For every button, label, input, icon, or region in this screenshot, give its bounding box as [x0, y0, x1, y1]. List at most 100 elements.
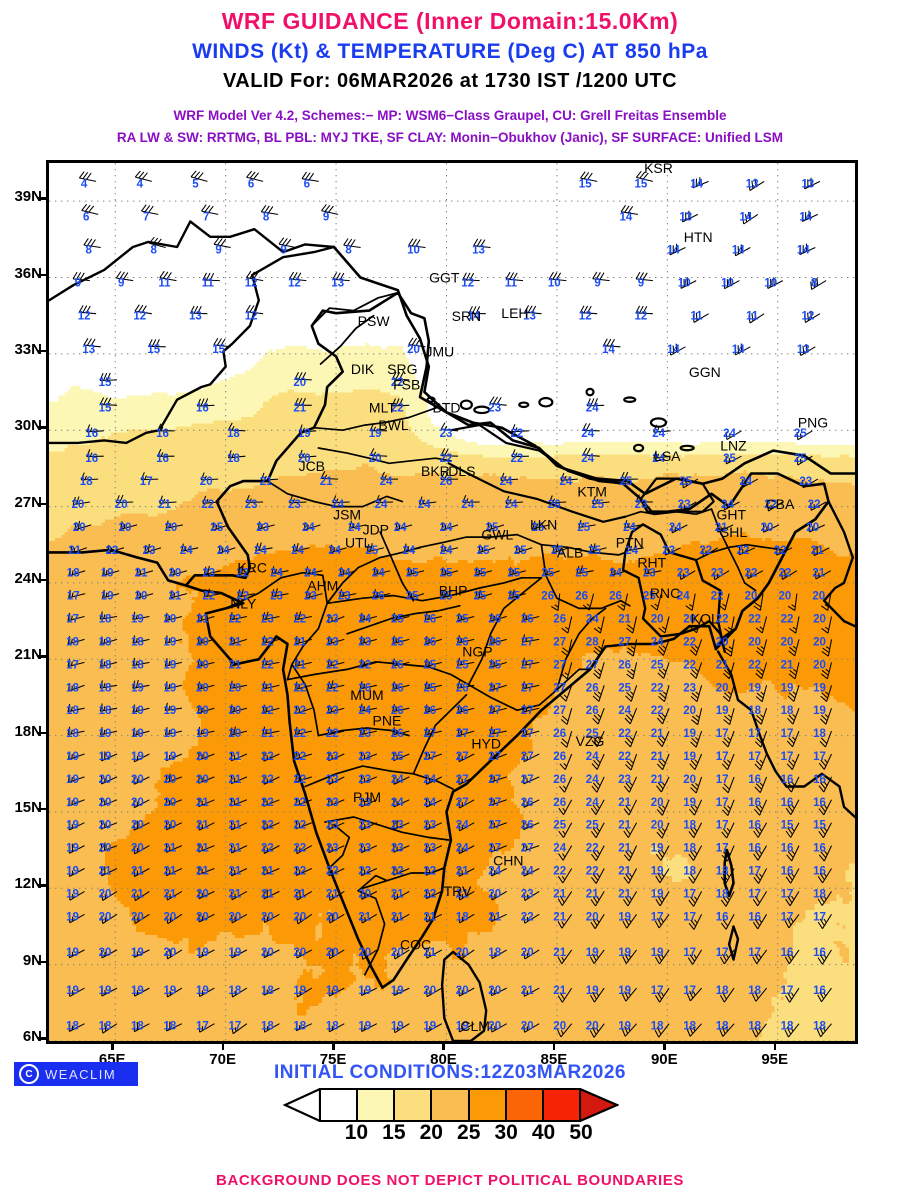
barb-temperature: 21 — [391, 911, 404, 923]
barb-temperature: 24 — [739, 476, 752, 488]
barb-temperature: 18 — [748, 985, 761, 997]
colorbar-tick-label: 10 — [345, 1121, 368, 1145]
barb-temperature: 23 — [326, 636, 339, 648]
barb-temperature: 24 — [723, 428, 736, 440]
barb-temperature: 15 — [99, 402, 112, 414]
barb-temperature: 18 — [164, 1021, 177, 1033]
barb-temperature: 20 — [813, 614, 826, 626]
barb-temperature: 20 — [119, 522, 132, 534]
barb-temperature: 23 — [261, 614, 274, 626]
barb-temperature: 27 — [456, 728, 469, 740]
barb-temperature: 19 — [66, 797, 79, 809]
barb-temperature: 22 — [586, 866, 599, 878]
barb-temperature: 24 — [270, 568, 283, 580]
barb-temperature: 16 — [781, 947, 794, 959]
x-axis-tick-mark — [111, 1041, 114, 1050]
y-axis-tick-label: 27N — [0, 494, 42, 511]
barb-temperature: 11 — [691, 311, 704, 323]
barb-temperature: 12 — [78, 311, 91, 323]
nicobar-islands — [727, 925, 740, 961]
city-label: RNC — [650, 585, 680, 601]
lake-outline — [632, 443, 645, 453]
colorbar-under-arrow — [283, 1088, 321, 1122]
barb-temperature: 26 — [423, 614, 436, 626]
barb-temperature: 22 — [326, 728, 339, 740]
barb-temperature: 22 — [261, 774, 274, 786]
barb-temperature: 26 — [423, 705, 436, 717]
colorbar-tick-label: 40 — [532, 1121, 555, 1145]
barb-temperature: 25 — [456, 659, 469, 671]
barb-temperature: 18 — [813, 1021, 826, 1033]
barb-temperature: 25 — [794, 453, 807, 465]
barb-temperature: 25 — [794, 428, 807, 440]
barb-temperature: 24 — [338, 568, 351, 580]
barb-temperature: 8 — [263, 211, 270, 223]
barb-temperature: 23 — [391, 843, 404, 855]
barb-temperature: 14 — [732, 344, 745, 356]
state-boundary — [467, 576, 543, 686]
barb-temperature: 27 — [423, 751, 436, 763]
lake-outline — [585, 387, 595, 397]
barb-temperature: 23 — [270, 591, 283, 603]
barb-temperature: 27 — [488, 682, 501, 694]
barb-temperature: 22 — [553, 866, 566, 878]
barb-temperature: 18 — [227, 428, 240, 440]
barb-temperature: 25 — [588, 545, 601, 557]
barb-temperature: 24 — [391, 797, 404, 809]
barb-temperature: 9 — [118, 278, 124, 290]
barb-temperature: 17 — [748, 728, 761, 740]
barb-temperature: 25 — [474, 568, 487, 580]
barb-temperature: 21 — [196, 820, 209, 832]
barb-temperature: 20 — [521, 947, 534, 959]
barb-temperature: 22 — [293, 820, 306, 832]
barb-temperature: 13 — [82, 344, 95, 356]
barb-temperature: 19 — [618, 911, 631, 923]
barb-temperature: 21 — [423, 911, 436, 923]
barb-temperature: 18 — [781, 705, 794, 717]
barb-temperature: 21 — [229, 843, 242, 855]
barb-temperature: 8 — [150, 245, 157, 257]
colorbar-tick-label: 25 — [457, 1121, 480, 1145]
barb-temperature: 21 — [99, 866, 112, 878]
barb-temperature: 18 — [229, 985, 242, 997]
barb-temperature: 21 — [651, 774, 664, 786]
barb-temperature: 22 — [391, 866, 404, 878]
state-boundary — [357, 889, 386, 976]
city-label: PSW — [358, 313, 391, 329]
weather-map[interactable]: 4 4 5 6 6 15 15 14 13 13 6 7 7 8 9 14 13 14 14 8 8 9 9 8 10 13 14 1… — [46, 160, 858, 1044]
barb-temperature: 25 — [507, 591, 520, 603]
barb-temperature: 22 — [261, 843, 274, 855]
barb-temperature: 23 — [618, 774, 631, 786]
barb-temperature: 27 — [553, 682, 566, 694]
barb-temperature: 26 — [521, 614, 534, 626]
city-label: LNZ — [720, 438, 747, 454]
barb-temperature: 19 — [618, 985, 631, 997]
barb-temperature: 19 — [66, 843, 79, 855]
barb-temperature: 10 — [721, 278, 734, 290]
barb-temperature: 21 — [68, 545, 81, 557]
barb-temperature: 24 — [394, 522, 407, 534]
state-boundary — [710, 508, 757, 592]
barb-temperature: 22 — [261, 751, 274, 763]
barb-temperature: 27 — [456, 797, 469, 809]
city-label: GGT — [429, 270, 460, 286]
barb-temperature: 24 — [586, 774, 599, 786]
barb-temperature: 19 — [781, 682, 794, 694]
barb-temperature: 22 — [293, 614, 306, 626]
scheme-line-2: RA LW & SW: RRTMG, BL PBL: MYJ TKE, SF C… — [0, 130, 900, 145]
barb-temperature: 19 — [298, 428, 311, 440]
barb-temperature: 25 — [365, 545, 378, 557]
barb-temperature: 17 — [716, 820, 729, 832]
barb-temperature: 18 — [66, 1021, 79, 1033]
city-label: UTL — [345, 534, 372, 550]
barb-temperature: 21 — [553, 911, 566, 923]
barb-temperature: 17 — [66, 614, 79, 626]
state-boundary — [412, 694, 468, 775]
barb-temperature: 18 — [66, 728, 79, 740]
barb-temperature: 27 — [488, 728, 501, 740]
barb-temperature: 17 — [813, 751, 826, 763]
barb-temperature: 18 — [748, 1021, 761, 1033]
barb-temperature: 27 — [618, 636, 631, 648]
barb-temperature: 19 — [131, 985, 144, 997]
barb-temperature: 21 — [618, 888, 631, 900]
